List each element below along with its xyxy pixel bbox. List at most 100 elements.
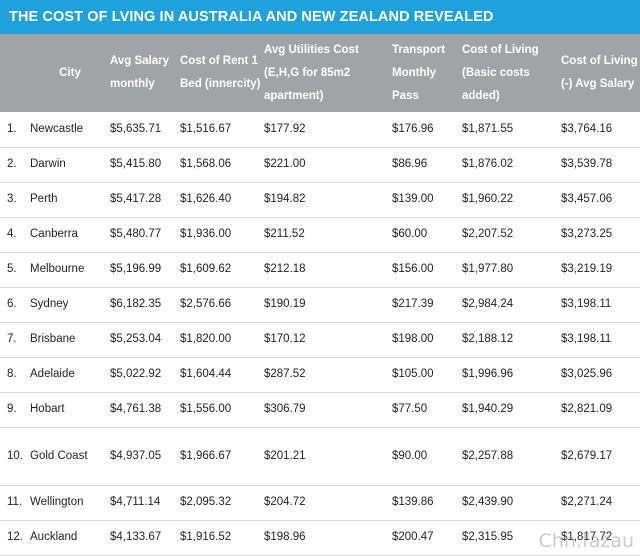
cell-rent: $1,820.00: [180, 333, 232, 345]
table-row: 11. Wellington $4,711.14 $2,095.32 $204.72 $1…: [0, 485, 640, 520]
cell-living: $1,940.29: [462, 403, 514, 415]
cell-rent: $1,966.67: [180, 449, 232, 462]
cell-utilities: $190.19: [264, 298, 306, 310]
cell-salary: $5,480.77: [110, 228, 162, 240]
cell-rent: $2,095.32: [180, 496, 232, 508]
watermark: Chn.fazau: [538, 530, 634, 552]
cell-living: $2,188.12: [462, 333, 514, 345]
cell-rank: 2.: [7, 158, 17, 170]
cell-transport: $90.00: [392, 449, 428, 462]
cell-rent: $1,936.00: [180, 228, 232, 240]
cell-transport: $200.47: [392, 531, 434, 543]
cell-rent: $1,516.67: [180, 122, 232, 135]
cell-city: Sydney: [30, 298, 69, 310]
cell-transport: $60.00: [392, 228, 428, 240]
cell-rent: $1,604.44: [180, 368, 232, 380]
cell-diff: $3,273.25: [561, 228, 613, 240]
cell-salary: $4,133.67: [110, 531, 162, 543]
cell-city: Hobart: [30, 403, 65, 415]
cell-transport: $86.96: [392, 158, 428, 170]
cell-living: $2,315.95: [462, 531, 514, 543]
rank-header: [0, 34, 30, 112]
table-row: 8. Adelaide $5,022.92 $1,604.44 $287.52 $105.…: [0, 357, 640, 392]
cell-rank: 7.: [7, 333, 17, 345]
cell-diff: $2,271.24: [561, 496, 613, 508]
cell-living: $1,977.80: [462, 263, 514, 275]
cell-city: Gold Coast: [30, 449, 88, 462]
cell-city: Brisbane: [30, 333, 76, 345]
cell-city: Darwin: [30, 158, 66, 170]
cell-living: $2,257.88: [462, 449, 514, 462]
cell-salary: $5,635.71: [110, 122, 162, 135]
cell-utilities: $177.92: [264, 122, 306, 135]
cell-salary: $5,022.92: [110, 368, 162, 380]
table-row: 3. Perth $5,417.28 $1,626.40 $194.82 $139.00 $…: [0, 182, 640, 217]
table-row: 9. Hobart $4,761.38 $1,556.00 $306.79 $77.50 $…: [0, 392, 640, 427]
living-header: Cost of Living (Basic costs added): [462, 43, 539, 102]
salary-header: Avg Salary monthly: [110, 55, 170, 90]
table-row: 12. Auckland $4,133.67 $1,916.52 $198.96 $200…: [0, 520, 640, 555]
cell-rank: 1.: [7, 122, 17, 135]
cell-rank: 11.: [7, 496, 23, 508]
transport-header: Transport Monthly Pass: [392, 43, 446, 102]
cell-utilities: $306.79: [264, 403, 306, 415]
cell-utilities: $204.72: [264, 496, 306, 508]
city-header: City: [59, 66, 81, 79]
cell-transport: $139.86: [392, 496, 434, 508]
cell-city: Adelaide: [30, 368, 75, 380]
cell-salary: $4,937.05: [110, 449, 162, 462]
cell-living: $1,876.02: [462, 158, 514, 170]
cell-living: $1,871.55: [462, 122, 514, 135]
cell-diff: $3,198.11: [561, 333, 612, 345]
cell-transport: $156.00: [392, 263, 434, 275]
cell-utilities: $198.96: [264, 531, 306, 543]
cell-utilities: $170.12: [264, 333, 306, 345]
cell-diff: $3,198.11: [561, 298, 612, 310]
difference-header: Cost of Living (-) Avg Salary: [561, 55, 638, 90]
cell-diff: $3,764.16: [561, 122, 613, 135]
cell-diff: $3,025.96: [561, 368, 613, 380]
cell-living: $1,960.22: [462, 193, 514, 205]
page-title: THE COST OF LVING IN AUSTRALIA AND NEW Z…: [0, 0, 640, 34]
cell-transport: $217.39: [392, 298, 434, 310]
cell-rank: 6.: [7, 298, 17, 310]
utilities-header: Avg Utilities Cost (E,H,G for 85m2 apart…: [264, 43, 359, 102]
cell-rank: 4.: [7, 228, 17, 240]
table-row: 1. Newcastle $5,635.71 $1,516.67 $177.92 $176…: [0, 112, 640, 147]
cell-rent: $1,556.00: [180, 403, 232, 415]
cell-living: $2,439.90: [462, 496, 514, 508]
cost-of-living-table: City Avg Salary monthly Cost of Rent 1 B…: [0, 34, 640, 556]
cell-utilities: $287.52: [264, 368, 306, 380]
table-row: 5. Melbourne $5,196.99 $1,609.62 $212.18 $156…: [0, 252, 640, 287]
cell-rank: 12.: [7, 531, 23, 543]
cell-salary: $5,196.99: [110, 263, 162, 275]
table-row: 7. Brisbane $5,253.04 $1,820.00 $170.12 $198.…: [0, 322, 640, 357]
cell-living: $1,996.96: [462, 368, 514, 380]
cell-living: $2,207.52: [462, 228, 514, 240]
table-row: 4. Canberra $5,480.77 $1,936.00 $211.52 $60.0…: [0, 217, 640, 252]
cell-utilities: $211.52: [264, 228, 305, 240]
cell-rent: $1,609.62: [180, 263, 232, 275]
cell-city: Melbourne: [30, 263, 85, 275]
cell-city: Canberra: [30, 228, 78, 240]
cell-rent: $1,626.40: [180, 193, 232, 205]
cell-city: Wellington: [30, 496, 84, 508]
cell-transport: $198.00: [392, 333, 434, 345]
table-row: 6. Sydney $6,182.35 $2,576.66 $190.19 $217.39…: [0, 287, 640, 322]
cell-diff: $3,219.19: [561, 263, 613, 275]
cell-rank: 3.: [7, 193, 17, 205]
cell-utilities: $194.82: [264, 193, 306, 205]
cell-city: Perth: [30, 193, 58, 205]
rent-header: Cost of Rent 1 Bed (innercity): [180, 55, 261, 90]
cell-transport: $77.50: [392, 403, 428, 415]
cell-salary: $4,711.14: [110, 496, 161, 508]
cell-salary: $5,415.80: [110, 158, 162, 170]
cell-living: $2,984.24: [462, 298, 514, 310]
cell-transport: $139.00: [392, 193, 434, 205]
cell-city: Newcastle: [30, 122, 84, 135]
cell-diff: $2,679.17: [561, 449, 613, 462]
cell-rank: 9.: [7, 403, 17, 415]
cell-rent: $1,568.06: [180, 158, 232, 170]
cell-diff: $2,821.09: [561, 403, 613, 415]
